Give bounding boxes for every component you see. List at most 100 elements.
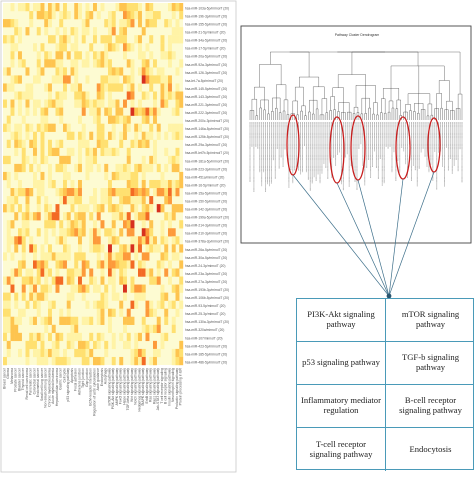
heatmap-cell [171,179,176,189]
heatmap-cell [66,188,71,197]
heatmap-cell [126,11,131,20]
heatmap-cell [179,284,184,293]
heatmap-cell [96,316,101,325]
heatmap-cell [160,171,165,181]
heatmap-cell [126,252,131,261]
heatmap-row-label: hsa-miR-103a-5p/mirnoiT (20) [185,6,229,10]
heatmap-cell [85,19,90,28]
heatmap-cell [21,163,26,173]
heatmap-cell [126,228,131,237]
heatmap-cell [111,75,116,84]
heatmap-column-label: Gastric cancer [59,367,63,390]
heatmap-cell [21,292,26,301]
heatmap-cell [108,75,112,84]
heatmap-cell [85,59,90,68]
heatmap-cell [85,51,90,60]
heatmap-cell [130,75,135,84]
heatmap-row-label: hsa-miR-34a-5p/mirnoiT (20) [185,39,227,43]
heatmap-cell [40,179,45,189]
heatmap-cell [175,83,180,92]
heatmap-cell [149,107,154,116]
heatmap-cell [18,91,22,100]
heatmap-cell [130,107,135,116]
heatmap-cell [134,179,139,189]
heatmap-cell [18,228,22,237]
heatmap-cell [21,147,26,157]
heatmap-cell [29,212,34,221]
heatmap-cell [104,43,109,52]
heatmap-row-label: hsa-miR-143-3p/mirnoiT (20) [185,95,227,99]
heatmap-cell [138,260,142,269]
heatmap-cell [55,107,60,116]
heatmap-cell [145,107,150,116]
heatmap-cell [63,212,67,221]
heatmap-cell [168,260,172,269]
heatmap-cell [134,139,139,148]
heatmap-cell [130,139,135,148]
heatmap-cell [59,43,64,52]
heatmap-cell [25,348,30,358]
heatmap-cell [18,179,22,189]
heatmap-cell [10,324,15,334]
heatmap-cell [164,308,169,317]
heatmap-cell [85,147,90,157]
heatmap-cell [14,171,19,181]
heatmap-cell [66,11,71,20]
heatmap-cell [171,3,176,12]
heatmap-cell [130,276,135,285]
heatmap-cell [44,51,49,60]
heatmap-cell [145,139,150,148]
heatmap-cell [59,260,64,269]
heatmap-row-label: hsa-miR-17-5p/mirnoiT (20) [185,47,225,51]
heatmap-cell [18,131,22,140]
heatmap-cell [96,204,101,213]
heatmap-cell [168,196,172,205]
heatmap-cell [149,155,154,165]
heatmap-column-label: Bladder cancer [17,367,21,391]
heatmap-cell [130,99,135,108]
heatmap-cell [123,11,127,20]
heatmap-cell [63,171,67,181]
heatmap-cell [33,300,37,309]
heatmap-cell [48,308,52,317]
heatmap-cell [93,188,97,197]
heatmap-cell [138,83,142,92]
heatmap-cell [171,155,176,165]
heatmap-cell [59,188,64,197]
heatmap-cell [81,123,86,132]
heatmap-cell [29,332,34,342]
heatmap-cell [156,131,161,140]
heatmap-cell [108,99,112,108]
heatmap-cell [108,131,112,140]
heatmap-cell [108,35,112,44]
heatmap-cell [33,139,37,148]
heatmap-cell [96,260,101,269]
heatmap-cell [55,276,60,285]
heatmap-cell [130,284,135,293]
heatmap-cell [138,107,142,116]
heatmap-cell [81,27,86,36]
heatmap-cell [33,284,37,293]
heatmap-cell [164,83,169,92]
heatmap-cell [48,179,52,189]
heatmap-cell [51,276,56,285]
heatmap-cell [55,27,60,36]
heatmap-cell [119,252,124,261]
heatmap-cell [55,236,60,245]
heatmap-cell [21,139,26,148]
heatmap-cell [6,204,11,213]
heatmap-cell [29,244,34,253]
heatmap-cell [70,340,75,350]
heatmap-cell [100,139,105,148]
heatmap-cell [70,27,75,36]
heatmap-cell [89,212,94,221]
heatmap-cell [134,212,139,221]
heatmap-cell [10,252,15,261]
heatmap-column-label: Adherens junction [77,368,81,395]
heatmap-cell [29,83,34,92]
heatmap-cell [25,83,30,92]
heatmap-cell [145,3,150,12]
heatmap-row-label: hsa-miR-185-5p/mirnoiT (20) [185,352,227,356]
heatmap-cell [149,220,154,229]
heatmap-cell [179,348,184,358]
